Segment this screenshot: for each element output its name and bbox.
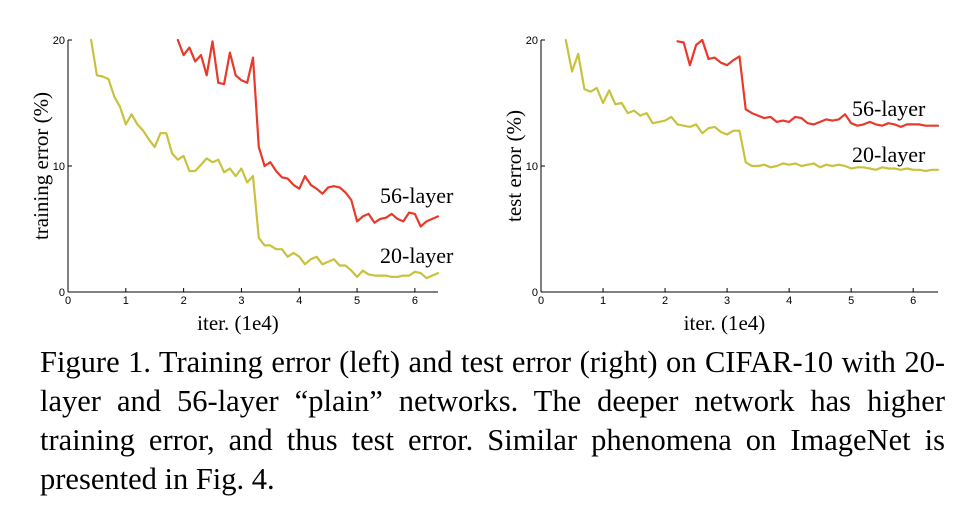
test-x-axis-title: iter. (1e4): [684, 311, 766, 335]
test-y-tick-label: 0: [532, 287, 538, 299]
test-y-tick-label: 20: [526, 35, 538, 47]
train-x-axis-title: iter. (1e4): [197, 311, 279, 335]
train-chart: 0 1 2 3 4 5 6 0 10 20 iter. (1e4) training error (%…: [29, 35, 454, 335]
test-series-56-layer-line: [676, 38, 940, 129]
train-y-axis-title: training error (%): [29, 92, 53, 240]
figure-caption: Figure 1. Training error (left) and test…: [40, 345, 945, 496]
train-x-tick-label: 3: [238, 295, 244, 307]
train-series-56-layer-line: [176, 38, 440, 228]
test-y-axis-title: test error (%): [502, 110, 526, 222]
train-x-tick-label: 4: [296, 295, 302, 307]
test-y-tick-label: 10: [526, 161, 538, 173]
train-y-tick-label: 10: [53, 161, 65, 173]
test-series-20-layer-label: 20-layer: [852, 142, 926, 167]
test-series-56-layer-label: 56-layer: [852, 96, 926, 121]
train-x-tick-label: 6: [412, 295, 418, 307]
test-x-tick-label: 6: [910, 295, 916, 307]
train-x-tick-label: 5: [354, 295, 360, 307]
test-x-tick-label: 4: [786, 295, 792, 307]
test-chart: 0 1 2 3 4 5 6 0 10 20 iter. (1e4) test error (%) 56-…: [502, 35, 940, 335]
train-series-56-layer-label: 56-layer: [380, 183, 454, 208]
test-series-20-layer-line: [564, 38, 940, 173]
train-series-20-layer-label: 20-layer: [380, 243, 454, 268]
train-x-tick-label: 2: [181, 295, 187, 307]
train-series-20-layer-line: [89, 38, 440, 280]
test-x-tick-label: 3: [724, 295, 730, 307]
test-x-tick-label: 0: [538, 295, 544, 307]
train-x-tick-label: 1: [123, 295, 129, 307]
test-x-tick-label: 1: [600, 295, 606, 307]
train-y-tick-label: 0: [59, 287, 65, 299]
train-y-tick-label: 20: [53, 35, 65, 47]
test-x-tick-label: 2: [662, 295, 668, 307]
test-x-tick-label: 5: [848, 295, 854, 307]
train-x-tick-label: 0: [65, 295, 71, 307]
